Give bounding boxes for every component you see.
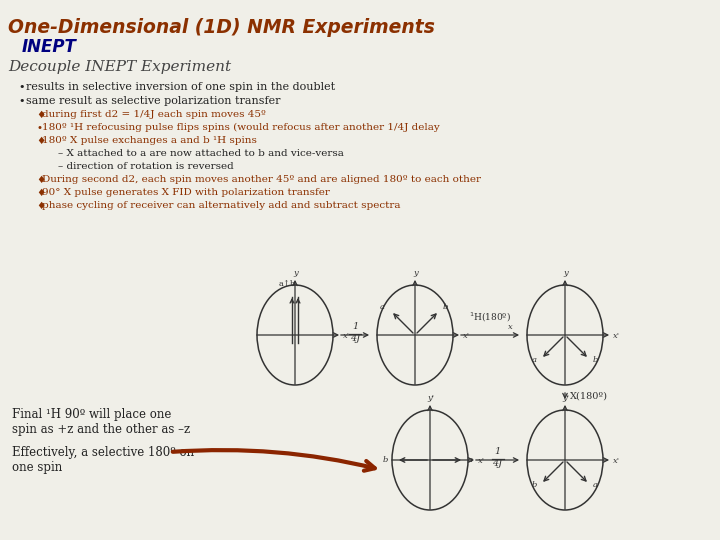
Text: 180º ¹H refocusing pulse flips spins (would refocus after another 1/4J delay: 180º ¹H refocusing pulse flips spins (wo…: [42, 123, 440, 132]
Text: 1: 1: [352, 322, 358, 331]
Text: y: y: [294, 269, 298, 277]
Text: a: a: [532, 356, 537, 364]
Text: Effectively, a selective 180º on
one spin: Effectively, a selective 180º on one spi…: [12, 446, 194, 474]
Text: •: •: [36, 123, 42, 133]
Text: During second d2, each spin moves another 45º and are aligned 180º to each other: During second d2, each spin moves anothe…: [42, 175, 481, 184]
Text: •: •: [18, 96, 24, 106]
Text: 4J: 4J: [350, 334, 360, 343]
Text: results in selective inversion of one spin in the doublet: results in selective inversion of one sp…: [26, 82, 335, 92]
Text: a: a: [593, 481, 598, 489]
Text: a: a: [468, 456, 473, 464]
Text: x': x': [613, 332, 620, 340]
Text: y: y: [564, 269, 568, 277]
Text: y: y: [413, 269, 418, 277]
Text: x': x': [463, 332, 470, 340]
Text: •: •: [18, 82, 24, 92]
Text: – direction of rotation is reversed: – direction of rotation is reversed: [58, 162, 234, 171]
Text: 90° X pulse generates X FID with polarization transfer: 90° X pulse generates X FID with polariz…: [42, 188, 330, 197]
Text: – X attached to a are now attached to b and vice-versa: – X attached to a are now attached to b …: [58, 149, 344, 158]
Text: a↑b: a↑b: [279, 280, 296, 288]
Text: b: b: [443, 303, 449, 311]
Text: x: x: [508, 323, 513, 331]
Text: during first d2 = 1/4J each spin moves 45º: during first d2 = 1/4J each spin moves 4…: [42, 110, 266, 119]
Text: same result as selective polarization transfer: same result as selective polarization tr…: [26, 96, 281, 106]
Text: x': x': [478, 457, 485, 465]
Text: ♦: ♦: [36, 188, 45, 198]
Text: ♦: ♦: [36, 201, 45, 211]
Text: y': y': [428, 394, 434, 402]
Text: Final ¹H 90º will place one
spin as +z and the other as –z: Final ¹H 90º will place one spin as +z a…: [12, 408, 190, 436]
Text: x': x': [613, 457, 620, 465]
Text: 180º X pulse exchanges a and b ¹H spins: 180º X pulse exchanges a and b ¹H spins: [42, 136, 257, 145]
Text: b: b: [531, 481, 537, 489]
Text: ♦: ♦: [36, 175, 45, 185]
Text: b: b: [593, 356, 598, 364]
Text: X(180º): X(180º): [570, 392, 608, 401]
Text: One-Dimensional (1D) NMR Experiments: One-Dimensional (1D) NMR Experiments: [8, 18, 435, 37]
Text: ♦: ♦: [36, 136, 45, 146]
Text: INEPT: INEPT: [22, 38, 77, 56]
Text: y': y': [562, 394, 570, 402]
Text: 4J: 4J: [492, 459, 503, 468]
Text: b: b: [382, 456, 388, 464]
Text: ♦: ♦: [36, 110, 45, 120]
Text: x': x': [343, 332, 350, 340]
Text: a: a: [380, 303, 385, 311]
Text: 1: 1: [495, 447, 500, 456]
Text: Decouple INEPT Experiment: Decouple INEPT Experiment: [8, 60, 231, 74]
Text: phase cycling of receiver can alternatively add and subtract spectra: phase cycling of receiver can alternativ…: [42, 201, 400, 210]
Text: $^1$H(180º): $^1$H(180º): [469, 311, 511, 325]
